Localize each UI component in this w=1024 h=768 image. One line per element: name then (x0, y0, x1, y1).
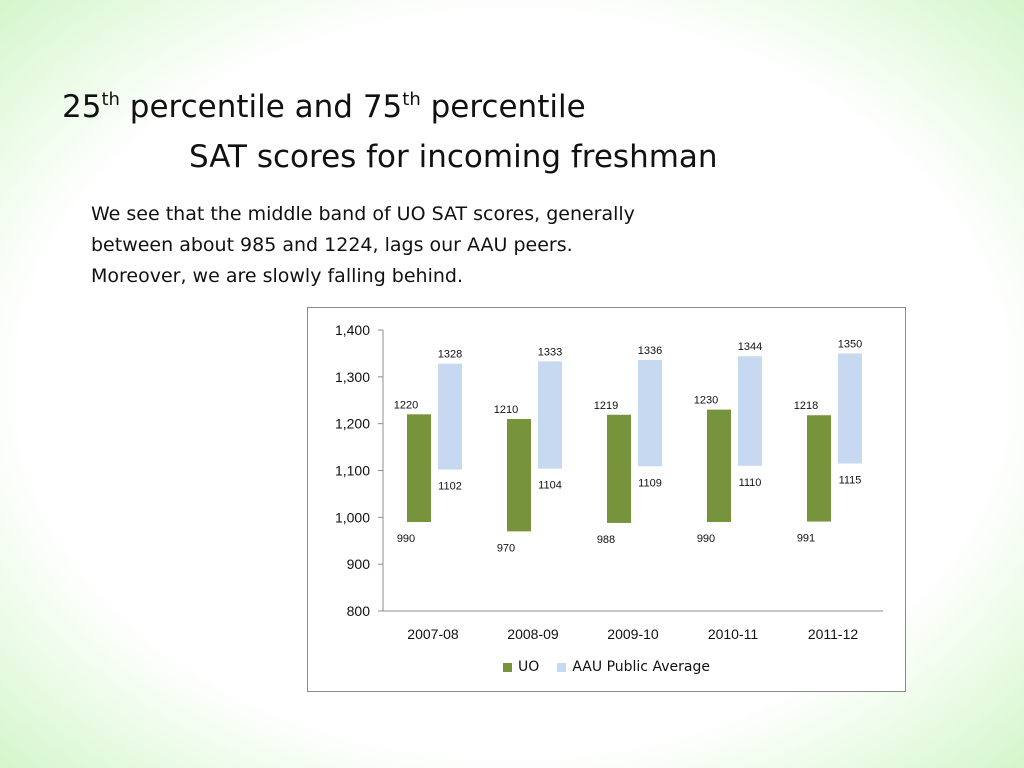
legend-item-uo: UO (503, 659, 539, 675)
data-label-low: 990 (697, 533, 715, 545)
legend-label-aau: AAU Public Average (572, 659, 710, 675)
y-tick-label: 900 (347, 556, 371, 572)
y-tick-label: 1,000 (335, 509, 370, 525)
data-label-high: 1210 (494, 404, 518, 416)
title-line-1: 25th percentile and 75th percentile (62, 89, 586, 125)
range-bar-aau (638, 359, 662, 467)
x-tick-label: 2009-10 (607, 626, 659, 642)
data-label-low: 988 (597, 534, 615, 546)
data-label-high: 1220 (394, 399, 418, 411)
range-bar-uo (607, 414, 631, 523)
chart-container: 800 900 1,000 1,100 1,200 1,300 1,400 2007-08 12… (307, 307, 906, 692)
x-tick-label: 2007-08 (407, 626, 459, 642)
data-label-low: 1109 (638, 477, 662, 489)
legend-swatch-aau (557, 662, 567, 672)
data-label-high: 1328 (438, 349, 462, 361)
title-text-middle: percentile and 75 (119, 89, 403, 125)
title-superscript-2: th (402, 89, 421, 110)
data-label-low: 970 (497, 542, 515, 554)
y-tick-label: 1,100 (335, 463, 370, 479)
data-label-low: 1104 (538, 480, 562, 492)
body-line: Moreover, we are slowly falling behind. (91, 265, 464, 287)
data-label-high: 1336 (638, 345, 662, 357)
range-bar-uo (707, 409, 731, 523)
data-label-low: 1102 (438, 481, 462, 493)
data-label-low: 991 (797, 533, 815, 545)
data-label-low: 1110 (739, 477, 762, 489)
data-label-high: 1219 (594, 400, 618, 412)
x-tick-label: 2010-11 (708, 626, 759, 642)
y-tick-label: 1,300 (335, 369, 370, 385)
slide-body-text: We see that the middle band of UO SAT sc… (91, 199, 711, 292)
y-tick-label: 800 (347, 603, 371, 619)
range-bar-uo (807, 415, 831, 522)
data-label-high: 1350 (838, 338, 862, 350)
sat-range-chart: 800 900 1,000 1,100 1,200 1,300 1,400 2007-08 12… (335, 322, 883, 642)
range-bar-uo (407, 414, 431, 523)
range-bar-aau (838, 353, 862, 464)
chart-legend: UO AAU Public Average (308, 657, 905, 677)
title-text-end: percentile (420, 89, 586, 125)
data-label-low: 990 (397, 533, 415, 545)
x-tick-label: 2011-12 (808, 626, 859, 642)
y-tick-label: 1,200 (335, 416, 370, 432)
slide-title: 25th percentile and 75th percentile SAT … (62, 82, 822, 182)
range-bar-aau (538, 361, 562, 469)
data-label-high: 1344 (738, 341, 762, 353)
legend-item-aau: AAU Public Average (557, 659, 710, 675)
data-label-high: 1218 (794, 400, 818, 412)
y-tick-label: 1,400 (335, 322, 370, 338)
data-label-high: 1333 (538, 346, 562, 358)
body-line: We see that the middle band of UO SAT sc… (91, 203, 635, 225)
title-line-2: SAT scores for incoming freshman (189, 139, 718, 175)
title-superscript-1: th (101, 89, 120, 110)
body-line: between about 985 and 1224, lags our AAU… (91, 234, 573, 256)
range-bar-aau (438, 363, 462, 470)
range-bar-aau (738, 356, 762, 466)
range-bar-uo (507, 418, 531, 532)
legend-label-uo: UO (518, 659, 540, 675)
legend-swatch-uo (503, 662, 513, 672)
x-tick-label: 2008-09 (507, 626, 559, 642)
data-label-low: 1115 (839, 474, 862, 486)
title-text-25: 25 (62, 89, 102, 125)
data-label-high: 1230 (694, 395, 718, 407)
